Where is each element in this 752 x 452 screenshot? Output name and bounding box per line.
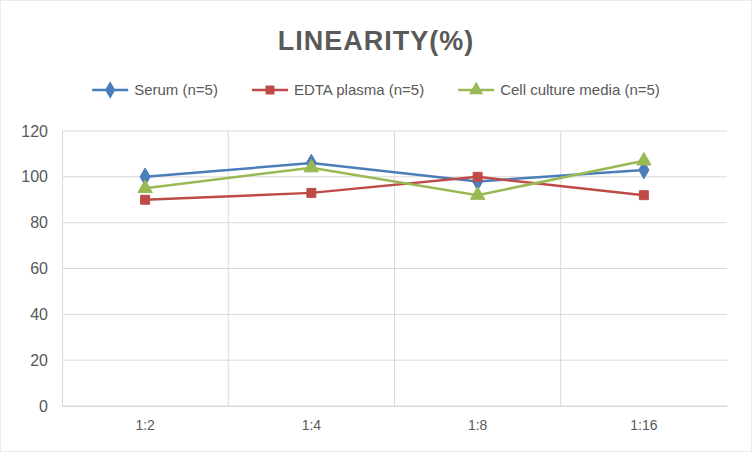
y-tick: 60 <box>30 260 62 277</box>
y-tick: 0 <box>39 398 62 415</box>
y-axis-line <box>62 132 63 407</box>
plot-area <box>138 152 651 204</box>
background <box>0 0 752 452</box>
legend-label: Cell culture media (n=5) <box>500 81 660 98</box>
legend: Serum (n=5) EDTA plasma (n=5) Cell culture… <box>92 81 660 99</box>
marker <box>639 191 648 200</box>
x-tick-label: 1:2 <box>135 417 155 433</box>
category-separator <box>560 131 561 406</box>
chart: LINEARITY(%) 0 20 40 60 80 100 120 1:2 1:4 1:8 1:16… <box>0 0 752 452</box>
y-tick-label: 100 <box>21 168 48 185</box>
x-tick: 1:2 <box>135 406 155 433</box>
marker <box>473 172 482 181</box>
marker <box>304 159 318 171</box>
series-markers <box>141 172 649 204</box>
y-tick: 40 <box>30 306 62 323</box>
y-tick-label: 80 <box>30 214 48 231</box>
x-axis: 1:2 1:4 1:8 1:16 <box>63 406 728 433</box>
y-tick: 100 <box>21 168 62 185</box>
x-tick: 1:16 <box>630 406 657 433</box>
legend-item: EDTA plasma (n=5) <box>252 81 424 98</box>
y-tick: 120 <box>21 123 62 140</box>
marker <box>141 195 150 204</box>
y-tick-label: 0 <box>39 398 48 415</box>
legend-item: Serum (n=5) <box>92 81 218 99</box>
x-axis-line <box>63 406 728 407</box>
y-tick: 80 <box>30 214 62 231</box>
x-tick: 1:4 <box>302 406 322 433</box>
x-tick-label: 1:4 <box>302 417 322 433</box>
title: LINEARITY(%) <box>278 26 475 56</box>
legend-marker <box>265 86 274 95</box>
y-tick-label: 120 <box>21 123 48 140</box>
y-tick-label: 60 <box>30 260 48 277</box>
legend-marker <box>469 82 483 94</box>
y-tick: 20 <box>30 352 62 369</box>
y-axis: 0 20 40 60 80 100 120 <box>21 123 62 415</box>
x-tick-label: 1:16 <box>630 417 657 433</box>
legend-label: EDTA plasma (n=5) <box>294 81 424 98</box>
marker <box>138 180 152 192</box>
x-tick-label: 1:8 <box>468 417 488 433</box>
legend-item: Cell culture media (n=5) <box>458 81 660 98</box>
marker <box>637 152 651 164</box>
y-tick-label: 40 <box>30 306 48 323</box>
marker <box>470 187 484 199</box>
legend-marker <box>105 81 115 99</box>
y-tick-label: 20 <box>30 352 48 369</box>
legend-label: Serum (n=5) <box>134 81 218 98</box>
category-separator <box>228 131 229 406</box>
x-tick: 1:8 <box>468 406 488 433</box>
grid <box>62 131 727 406</box>
series-line <box>145 161 644 195</box>
marker <box>307 188 316 197</box>
series-markers <box>138 152 651 199</box>
